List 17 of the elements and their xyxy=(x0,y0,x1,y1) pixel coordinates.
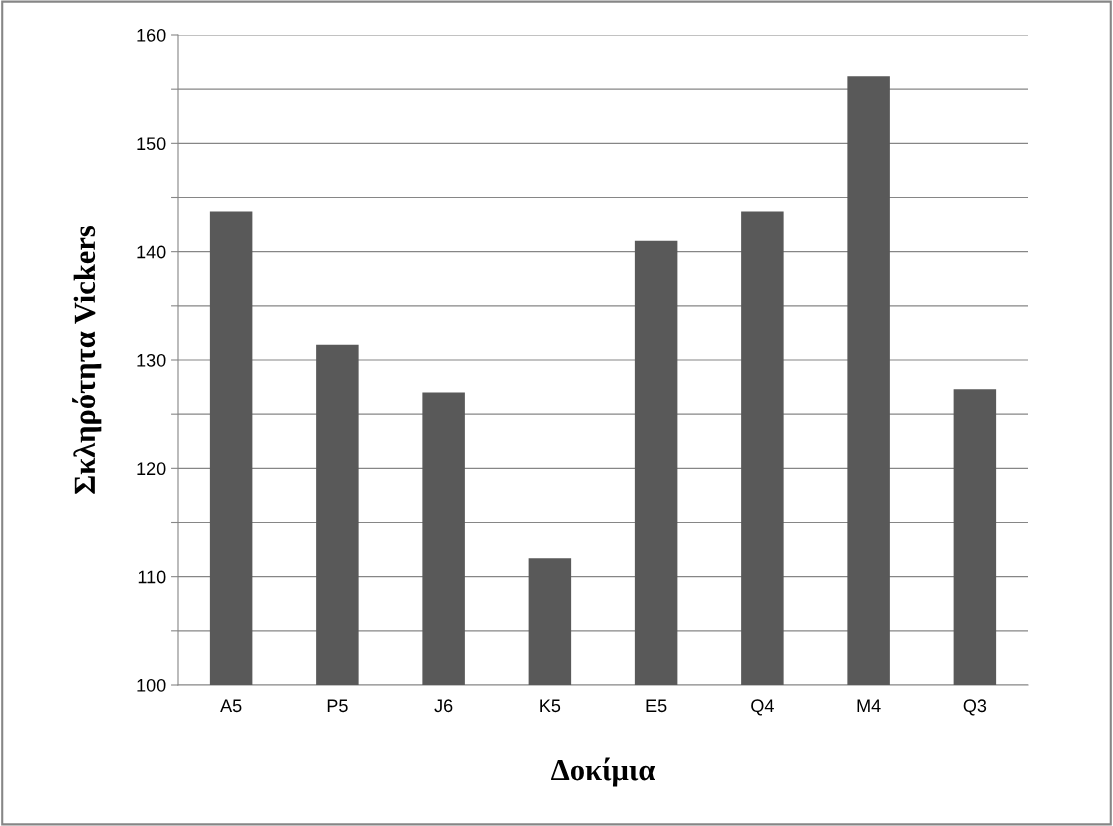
x-axis-title: Δοκίμια xyxy=(551,757,656,787)
y-tick-label: 110 xyxy=(138,570,166,584)
x-tick-label: A5 xyxy=(220,699,242,713)
x-tick-label: J6 xyxy=(434,699,453,713)
x-tick-label: Q3 xyxy=(963,699,987,716)
y-tick-label: 130 xyxy=(137,353,166,367)
y-tick-label: 140 xyxy=(137,245,166,259)
x-tick-label: E5 xyxy=(646,699,667,713)
y-tick-label: 100 xyxy=(137,678,166,692)
y-tick-label: 160 xyxy=(137,28,166,42)
x-tick-label: P5 xyxy=(327,699,348,713)
x-tick-label: K5 xyxy=(540,699,561,713)
x-tick-label: M4 xyxy=(857,699,881,712)
y-axis-title: Σκληρότητα Vickers xyxy=(72,225,102,494)
y-tick-label: 120 xyxy=(137,462,166,476)
x-tick-label: Q4 xyxy=(751,699,774,716)
y-tick-label: 150 xyxy=(137,137,166,151)
